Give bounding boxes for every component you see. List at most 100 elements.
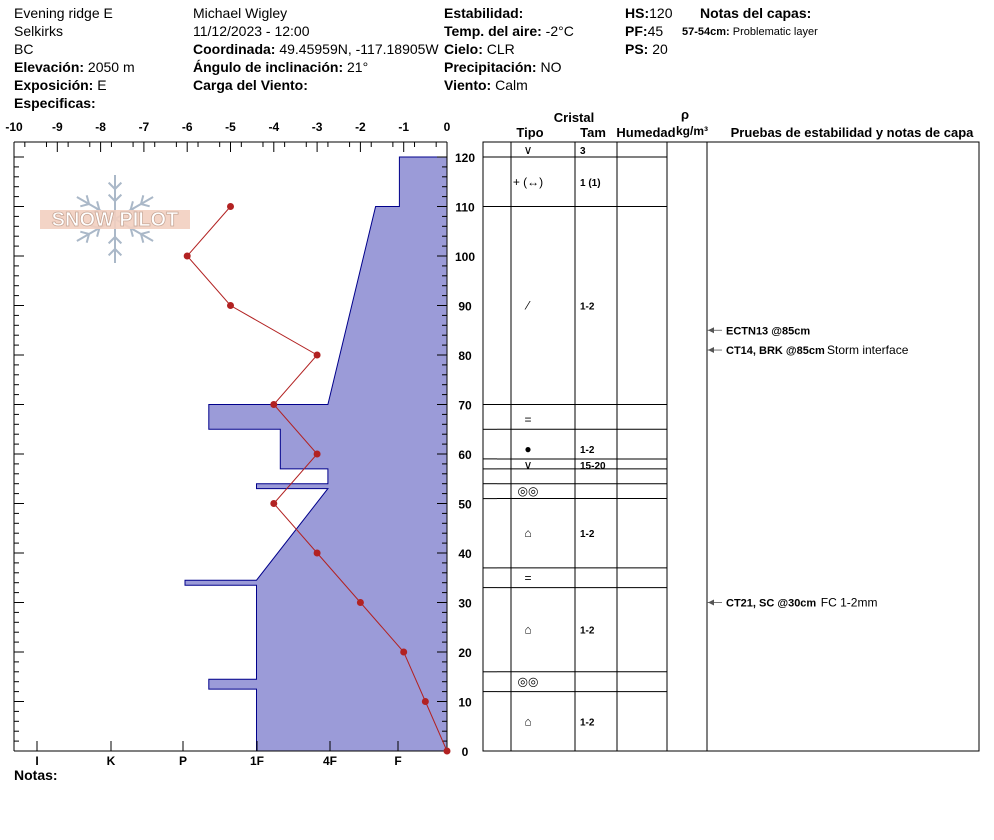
- mountain-range: Selkirks: [14, 23, 64, 39]
- temp-tick-label: -5: [225, 120, 236, 134]
- air-temp-label: Temp. del aire:: [444, 23, 542, 39]
- hs-label: HS:: [625, 5, 650, 21]
- depth-tick-label: 0: [462, 745, 469, 759]
- layer-note: 57-54cm: Problematic layer: [682, 23, 818, 41]
- temp-tick-label: -6: [182, 120, 193, 134]
- snowflake-branch: [107, 248, 116, 257]
- layer-table-border: [482, 141, 980, 752]
- test-pointer-arrow: [708, 347, 714, 354]
- hs-value: 120: [649, 5, 673, 21]
- pf-label: PF:: [625, 23, 648, 39]
- coord-label: Coordinada:: [193, 41, 276, 57]
- hardness-tick-label: K: [107, 754, 116, 768]
- snowflake-branch: [85, 233, 90, 243]
- layer-crystal-type: ⌂: [524, 623, 531, 637]
- specifics-row: Especificas:: [14, 94, 96, 112]
- temp-tick-label: -8: [95, 120, 106, 134]
- air-temp-value: -2°C: [545, 23, 574, 39]
- snowflake-branch: [107, 181, 116, 190]
- snowflake-branch: [114, 181, 123, 190]
- temperature-point: [227, 203, 234, 210]
- layer-notes-label: Notas del capas:: [700, 4, 811, 22]
- depth-tick-label: 100: [455, 250, 475, 264]
- precip-value: NO: [540, 59, 562, 75]
- aspect-label: Exposición:: [14, 77, 94, 93]
- elevation-row: Elevación: 2050 m: [14, 58, 135, 76]
- snowflake-branch: [80, 203, 90, 208]
- layer-crystal-size: 15-20: [580, 461, 606, 472]
- temperature-point: [183, 252, 191, 260]
- wind-value: Calm: [495, 77, 528, 93]
- wind-label: Viento:: [444, 77, 492, 93]
- ps-row: PS: 20: [625, 40, 668, 58]
- layer-crystal-size: 3: [580, 146, 586, 157]
- depth-tick-label: 70: [458, 399, 472, 413]
- aspect-row: Exposición: E: [14, 76, 107, 94]
- temperature-point: [313, 351, 321, 359]
- temperature-point: [313, 549, 321, 557]
- depth-tick-label: 60: [458, 448, 472, 462]
- wind-load-row: Carga del Viento:: [193, 76, 308, 94]
- depth-tick-label: 90: [458, 300, 472, 314]
- snowflake-branch: [140, 233, 145, 243]
- layer-crystal-type: =: [524, 412, 531, 426]
- layer-note-text: Problematic layer: [732, 26, 818, 38]
- notes-row: Notas:: [14, 766, 58, 784]
- temp-tick-label: 0: [444, 120, 451, 134]
- coord-row: Coordinada: 49.45959N, -117.18905W: [193, 40, 439, 58]
- layer-note-range: 57-54cm:: [682, 26, 730, 38]
- density-unit-header: kg/m³: [676, 124, 708, 138]
- snowflake-branch: [107, 236, 116, 245]
- test-result: ECTN13 @85cm: [726, 325, 810, 337]
- snowflake-branch: [85, 195, 90, 205]
- temperature-point: [421, 698, 429, 705]
- temperature-point: [443, 747, 451, 755]
- sky-value: CLR: [486, 41, 515, 57]
- elevation-value: 2050 m: [87, 59, 135, 75]
- temperature-point: [270, 401, 278, 408]
- layer-crystal-type: + (↔): [513, 175, 543, 189]
- layer-crystal-size: 1-2: [580, 529, 595, 540]
- depth-tick-label: 120: [455, 151, 475, 165]
- snowflake-branch: [140, 195, 145, 205]
- stability-row: Estabilidad:: [444, 4, 523, 22]
- snowflake-branch: [129, 227, 134, 237]
- rho-header: ρ: [681, 107, 689, 122]
- sky-label: Cielo:: [444, 41, 483, 57]
- layer-crystal-size: 1 (1): [580, 178, 601, 189]
- layer-crystal-type: ⁄: [524, 299, 531, 313]
- layer-crystal-type: =: [524, 571, 531, 585]
- depth-tick-label: 10: [458, 696, 472, 710]
- hardness-tick-label: 1F: [250, 754, 264, 768]
- snowflake-branch: [96, 227, 101, 237]
- layer-crystal-size: 1-2: [580, 302, 595, 313]
- temp-tick-label: -10: [5, 120, 23, 134]
- snowflake-branch: [114, 248, 123, 257]
- layer-crystal-type: ●: [524, 442, 531, 456]
- snowflake-branch: [80, 230, 90, 235]
- precip-label: Precipitación:: [444, 59, 537, 75]
- depth-tick-label: 80: [458, 349, 472, 363]
- slope-value: 21°: [347, 59, 369, 75]
- hs-row: HS:120: [625, 4, 672, 22]
- temp-tick-label: -7: [139, 120, 150, 134]
- coord-value: 49.45959N, -117.18905W: [279, 41, 439, 57]
- snowflake-branch: [107, 193, 116, 202]
- precip-row: Precipitación: NO: [444, 58, 561, 76]
- depth-tick-label: 30: [458, 597, 472, 611]
- logo-text: SNOW PILOT: [52, 209, 179, 231]
- datetime: 11/12/2023 - 12:00: [193, 23, 310, 39]
- test-pointer-arrow: [708, 327, 714, 334]
- specifics-label: Especificas:: [14, 95, 96, 111]
- sky-row: Cielo: CLR: [444, 40, 515, 58]
- layer-crystal-type: ∨: [524, 458, 533, 472]
- temp-tick-label: -2: [355, 120, 366, 134]
- test-result: CT14, BRK @85cm: [726, 345, 825, 357]
- observer: Michael Wigley: [193, 5, 288, 21]
- ps-label: PS:: [625, 41, 649, 57]
- temperature-point: [313, 450, 321, 458]
- temperature-point: [400, 648, 408, 656]
- crystal-header: Cristal: [554, 110, 594, 125]
- moisture-header: Humedad: [616, 125, 675, 140]
- temp-tick-label: -9: [52, 120, 63, 134]
